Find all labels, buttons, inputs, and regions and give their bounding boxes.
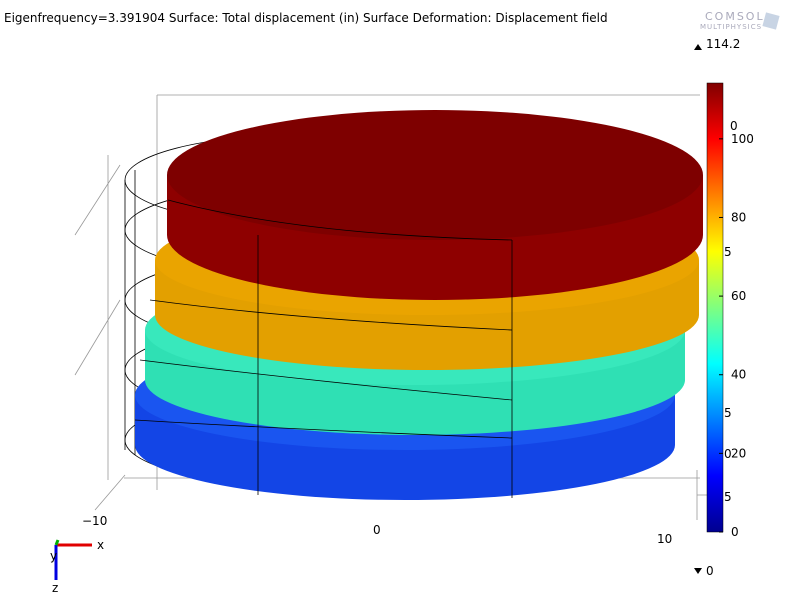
axis-tick-label: 0	[373, 523, 381, 537]
colorbar-tick-label: 20	[731, 446, 746, 460]
colorbar-tick-label: 100	[731, 132, 754, 146]
logo-text: MULTIPHYSICS	[700, 23, 762, 31]
colorbar-overlap-label: 0	[730, 119, 738, 133]
colorbar-overlap-label: 5	[724, 245, 732, 259]
triad-label: y	[50, 549, 57, 563]
triad-label: x	[97, 538, 104, 552]
colorbar-min: 0	[706, 564, 714, 578]
colorbar-tick-label: 40	[731, 368, 746, 382]
logo-text: COMSOL	[705, 10, 765, 23]
colorbar-tick-label: 60	[731, 289, 746, 303]
mode-shape	[134, 110, 703, 500]
colorbar-overlap-label: 5	[724, 406, 732, 420]
colorbar-tick-label: 80	[731, 210, 746, 224]
axis-tick-label: 10	[657, 532, 672, 546]
colorbar-overlap-label: 5	[724, 490, 732, 504]
colorbar-max: 114.2	[706, 37, 740, 51]
colorbar	[706, 82, 724, 533]
colorbar-tick-label: 0	[731, 525, 739, 539]
max-arrow	[694, 44, 702, 50]
axis-triad: x y z	[50, 538, 104, 595]
layer-top	[167, 110, 703, 240]
logo-icon	[762, 12, 780, 30]
axis-tick-label: −10	[82, 514, 107, 528]
plot-title: Eigenfrequency=3.391904 Surface: Total d…	[4, 11, 608, 25]
min-arrow	[694, 568, 702, 574]
colorbar-overlap-label: 0	[724, 447, 732, 461]
triad-label: z	[52, 581, 58, 595]
